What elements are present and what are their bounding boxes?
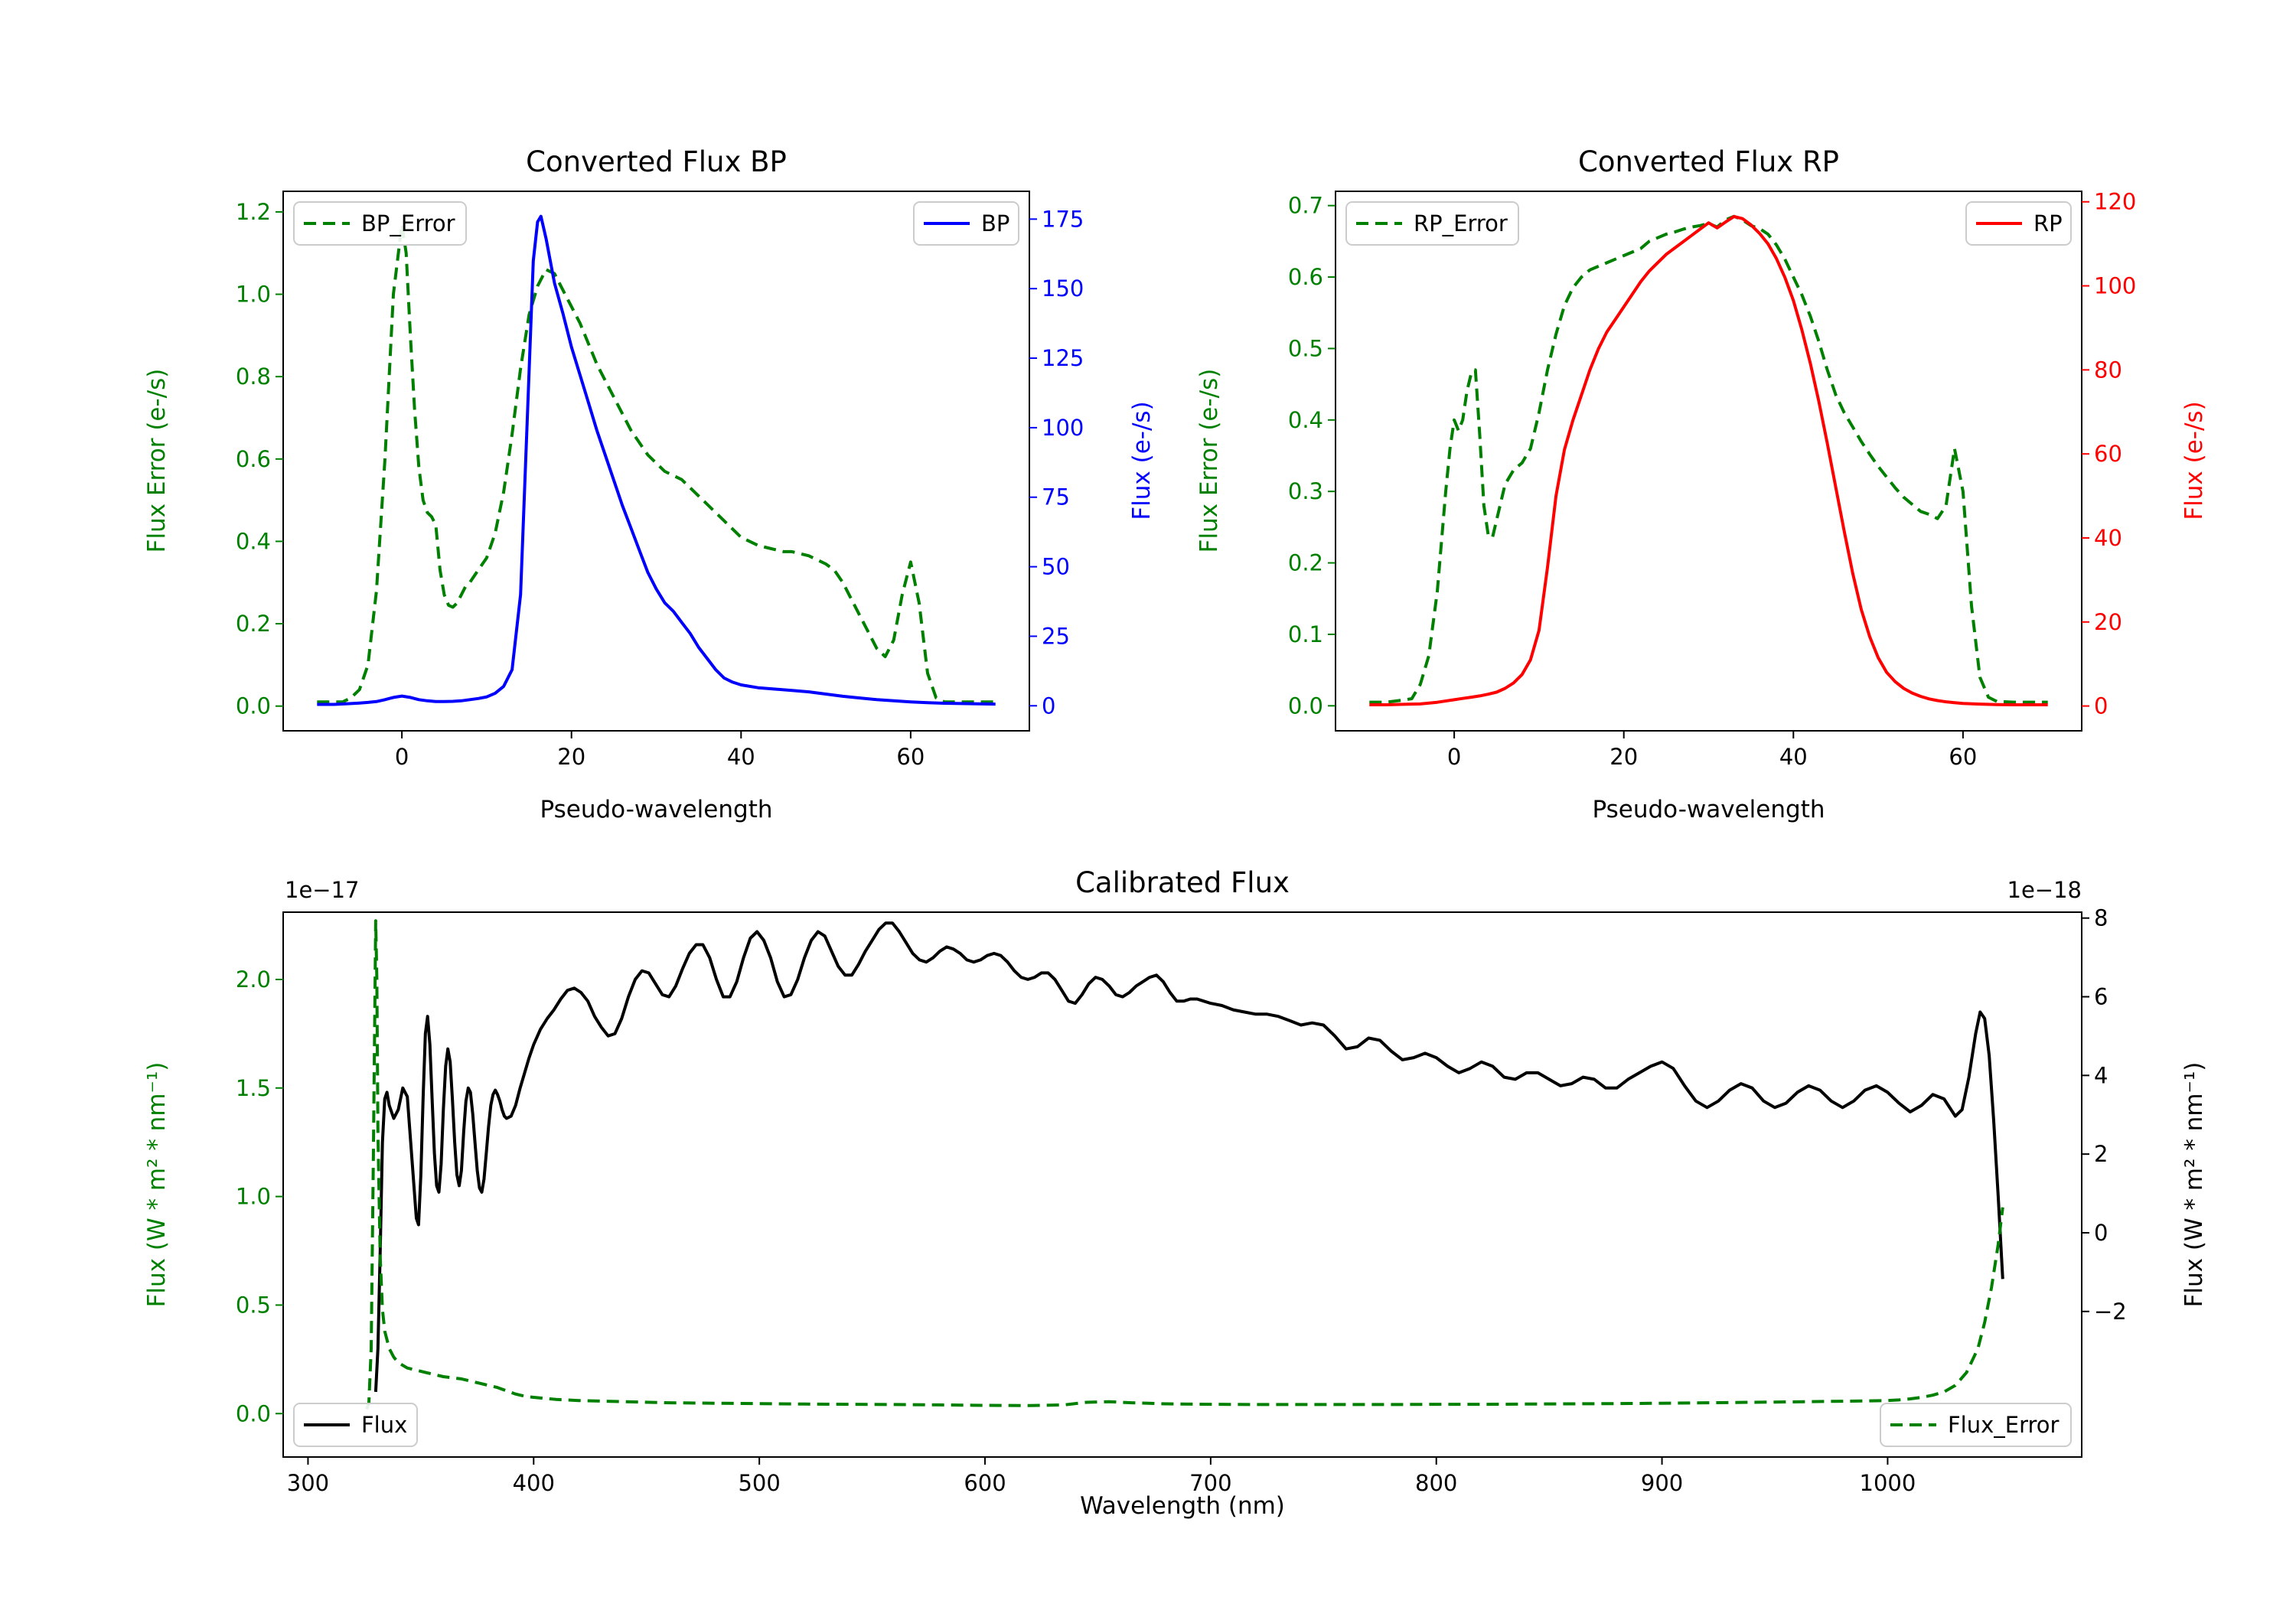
y-tick-label-left: 1.2	[236, 199, 271, 225]
bp-xlabel: Pseudo-wavelength	[540, 796, 773, 823]
y-tick-label-left: 1.0	[236, 1184, 271, 1210]
y-tick-label-right: 2	[2094, 1141, 2108, 1167]
x-tick-label: 20	[557, 744, 585, 770]
y-tick-label-right: 175	[1042, 206, 1084, 232]
y-tick-label-left: 0.7	[1288, 193, 1323, 219]
y-tick-label-left: 0.5	[1288, 335, 1323, 361]
y-tick-label-right: 120	[2094, 189, 2136, 215]
y-tick-label-right: 0	[1042, 693, 1055, 719]
y-tick-label-right: 8	[2094, 905, 2108, 931]
x-tick-label: 600	[964, 1470, 1006, 1496]
bp-ylabel-left: Flux Error (e-/s)	[143, 368, 171, 553]
y-tick-label-right: 125	[1042, 345, 1084, 371]
y-tick-label-left: 0.0	[236, 693, 271, 719]
chart-cal: 300 400 500 600 700 800 900 1000 0.0 0.5 1.0 1.5 2.0…	[236, 905, 2127, 1496]
y-tick-label-right: 150	[1042, 275, 1084, 302]
legend-label: RP_Error	[1414, 210, 1508, 236]
y-tick-label-left: 2.0	[236, 966, 271, 993]
legend-label: RP	[2033, 210, 2063, 236]
cal-left-offset-text: 1e−17	[285, 877, 360, 903]
x-tick-label: 700	[1189, 1470, 1231, 1496]
y-tick-label-right: 25	[1042, 623, 1070, 649]
series-line-rp_error	[1369, 214, 2048, 704]
legend-box-bp_error	[293, 201, 467, 246]
x-tick-label: 500	[738, 1470, 780, 1496]
y-tick-label-left: 0.3	[1288, 478, 1323, 504]
x-tick-label: 1000	[1860, 1470, 1916, 1496]
rp-xlabel: Pseudo-wavelength	[1592, 796, 1825, 823]
cal-ylabel-left: Flux (W * m² * nm⁻¹)	[143, 1061, 171, 1308]
y-tick-label-left: 0.4	[1288, 407, 1323, 433]
rp-ylabel-left: Flux Error (e-/s)	[1195, 368, 1223, 553]
legend-label: BP	[981, 210, 1009, 236]
x-tick-label: 60	[896, 744, 925, 770]
y-tick-label-right: 100	[1042, 415, 1084, 441]
legend-box-flux_error	[1880, 1403, 2072, 1447]
axes-frame	[1335, 191, 2082, 732]
y-tick-label-left: 0.0	[236, 1400, 271, 1426]
cal-right-offset-text: 1e−18	[2007, 877, 2082, 903]
x-tick-label: 300	[287, 1470, 329, 1496]
series-line-bp	[317, 214, 996, 706]
legend-box-flux	[293, 1403, 418, 1447]
y-tick-label-left: 0.0	[1288, 693, 1323, 719]
series-line-flux	[373, 921, 2004, 1393]
y-tick-label-right: 50	[1042, 554, 1070, 580]
x-tick-label: 400	[513, 1470, 555, 1496]
y-tick-label-right: 60	[2094, 441, 2122, 467]
y-tick-label-left: 0.4	[236, 528, 271, 554]
y-tick-label-left: 1.5	[236, 1075, 271, 1101]
legend-box-rp_error	[1345, 201, 1519, 246]
legend-label: BP_Error	[361, 210, 455, 236]
y-tick-label-right: 4	[2094, 1062, 2108, 1088]
x-tick-label: 20	[1609, 744, 1638, 770]
cal-chart-title: Calibrated Flux	[1075, 866, 1290, 899]
x-tick-label: 800	[1415, 1470, 1457, 1496]
cal-ylabel-right: Flux (W * m² * nm⁻¹)	[2180, 1061, 2208, 1308]
cal-xlabel: Wavelength (nm)	[1080, 1492, 1285, 1520]
y-tick-label-left: 0.2	[1288, 550, 1323, 576]
y-tick-label-left: 0.5	[236, 1292, 271, 1318]
series-line-bp_error	[317, 223, 996, 704]
x-tick-label: 0	[395, 744, 409, 770]
x-tick-label: 40	[1779, 744, 1808, 770]
rp-ylabel-right: Flux (e-/s)	[2180, 401, 2208, 520]
y-tick-label-right: 40	[2094, 525, 2122, 551]
y-tick-label-right: 80	[2094, 357, 2122, 383]
bp-ylabel-right: Flux (e-/s)	[1128, 401, 1156, 520]
series-line-flux_error	[365, 919, 2004, 1410]
y-tick-label-right: −2	[2094, 1299, 2127, 1325]
legend-label: Flux	[361, 1412, 407, 1438]
y-tick-label-right: 20	[2094, 609, 2122, 635]
axes-frame	[282, 911, 2082, 1458]
x-tick-label: 0	[1447, 744, 1461, 770]
chart-bp: 0 20 40 60 0.0 0.2 0.4 0.6 0.8 1.0 1.2 0 25 50 75 100 12…	[236, 191, 1084, 770]
y-tick-label-left: 0.1	[1288, 621, 1323, 647]
x-tick-label: 60	[1949, 744, 1977, 770]
y-tick-label-right: 6	[2094, 984, 2108, 1010]
y-tick-label-right: 75	[1042, 484, 1070, 510]
axes-frame	[282, 191, 1030, 732]
y-tick-label-left: 0.6	[236, 446, 271, 472]
y-tick-label-right: 0	[2094, 1220, 2108, 1246]
y-tick-label-right: 0	[2094, 693, 2108, 719]
legend-label: Flux_Error	[1948, 1412, 2060, 1438]
bp-chart-title: Converted Flux BP	[526, 145, 787, 178]
y-tick-label-left: 0.8	[236, 363, 271, 390]
y-tick-label-left: 0.6	[1288, 264, 1323, 290]
chart-rp: 0 20 40 60 0.0 0.1 0.2 0.3 0.4 0.5 0.6 0.7 0 20 40 60 80…	[1288, 189, 2136, 770]
series-line-rp	[1369, 214, 2048, 706]
y-tick-label-right: 100	[2094, 273, 2136, 299]
rp-chart-title: Converted Flux RP	[1577, 145, 1839, 178]
x-tick-label: 40	[727, 744, 755, 770]
y-tick-label-left: 0.2	[236, 611, 271, 637]
y-tick-label-left: 1.0	[236, 282, 271, 308]
x-tick-label: 900	[1641, 1470, 1683, 1496]
